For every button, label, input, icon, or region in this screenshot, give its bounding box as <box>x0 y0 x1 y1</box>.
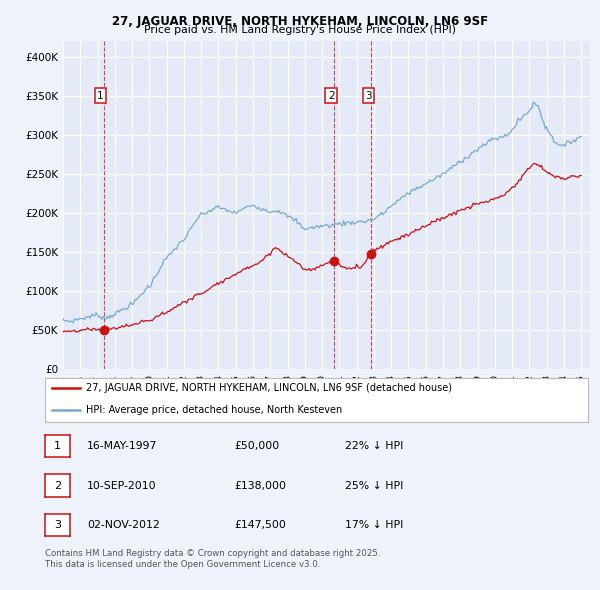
Text: £50,000: £50,000 <box>234 441 279 451</box>
Text: 27, JAGUAR DRIVE, NORTH HYKEHAM, LINCOLN, LN6 9SF: 27, JAGUAR DRIVE, NORTH HYKEHAM, LINCOLN… <box>112 15 488 28</box>
Text: 25% ↓ HPI: 25% ↓ HPI <box>345 481 403 490</box>
Text: Price paid vs. HM Land Registry's House Price Index (HPI): Price paid vs. HM Land Registry's House … <box>144 25 456 35</box>
Text: 16-MAY-1997: 16-MAY-1997 <box>87 441 157 451</box>
Text: 27, JAGUAR DRIVE, NORTH HYKEHAM, LINCOLN, LN6 9SF (detached house): 27, JAGUAR DRIVE, NORTH HYKEHAM, LINCOLN… <box>86 384 452 393</box>
Text: £147,500: £147,500 <box>234 520 286 530</box>
Text: 17% ↓ HPI: 17% ↓ HPI <box>345 520 403 530</box>
Text: £138,000: £138,000 <box>234 481 286 490</box>
Text: 1: 1 <box>97 91 104 101</box>
Text: 2: 2 <box>328 91 335 101</box>
Text: 02-NOV-2012: 02-NOV-2012 <box>87 520 160 530</box>
Text: Contains HM Land Registry data © Crown copyright and database right 2025.
This d: Contains HM Land Registry data © Crown c… <box>45 549 380 569</box>
Text: 2: 2 <box>54 481 61 490</box>
Text: 22% ↓ HPI: 22% ↓ HPI <box>345 441 403 451</box>
Text: 1: 1 <box>54 441 61 451</box>
Text: 3: 3 <box>365 91 372 101</box>
Text: 3: 3 <box>54 520 61 530</box>
Text: HPI: Average price, detached house, North Kesteven: HPI: Average price, detached house, Nort… <box>86 405 342 415</box>
Text: 10-SEP-2010: 10-SEP-2010 <box>87 481 157 490</box>
